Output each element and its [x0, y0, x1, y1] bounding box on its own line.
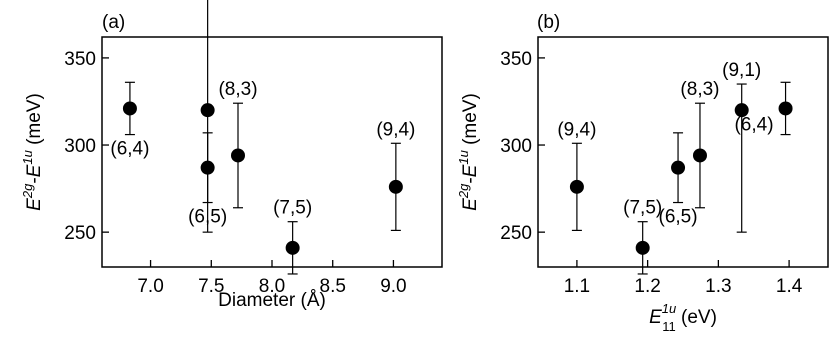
panel-b-point-label: (8,3)	[680, 79, 719, 100]
panel-b-xlabel-sub: 11	[662, 319, 676, 334]
panel-b-ylabel-sup1: 2g	[456, 183, 471, 199]
panel-a-x-axis-label: Diameter (Å)	[218, 290, 326, 311]
panel-a-point-label: (8,3)	[218, 79, 257, 100]
panel-a-x-tick-label: 7.0	[137, 276, 163, 297]
panel-b-data-point	[692, 148, 707, 163]
panel-b-x-tick-label: 1.4	[776, 276, 803, 297]
panel-b-point-label: (9,1)	[722, 60, 761, 81]
panel-a-ylabel-unit: (meV)	[24, 93, 45, 150]
panel-a-ylabel-e1: E	[24, 198, 45, 211]
panel-a-data-point	[122, 101, 137, 116]
panel-a-y-tick-label: 350	[64, 49, 96, 70]
panel-b-point-label: (9,4)	[557, 119, 596, 140]
panel-b-data-point	[778, 101, 793, 116]
panel-b-y-tick-label: 300	[500, 136, 532, 157]
panel-a-label: (a)	[102, 12, 125, 33]
panel-a-ticks: 7.0 7.5 8.0 8.5 9.0 250 300 350	[64, 49, 406, 297]
panel-a-ylabel-e2: E	[24, 164, 45, 177]
panel-a-point-label: (6,5)	[188, 207, 227, 228]
panel-b-label: (b)	[537, 12, 560, 33]
panel-b-ylabel-unit: (meV)	[460, 93, 481, 150]
panel-b-point-label: (6,4)	[734, 114, 773, 135]
panel-a-x-tick-label: 8.5	[320, 276, 346, 297]
panel-a-data-point	[231, 148, 245, 163]
panel-b-point-label: (6,5)	[659, 207, 698, 228]
panel-a-x-tick-label: 8.0	[259, 276, 285, 297]
panel-b: (b) 1.1 1.2 1.3 1.4 250 300 350 (9,4) (7,5)(6,5…	[456, 12, 829, 334]
panel-a-y-axis-label: E2g-E1u (meV)	[20, 93, 45, 211]
panel-b-ylabel-e1: E	[460, 198, 481, 211]
panel-b-data-point	[734, 103, 749, 118]
panel-a-data-point	[200, 160, 215, 175]
panel-a-ylabel-sup1: 2g	[20, 183, 35, 199]
panel-b-x-tick-label: 1.1	[564, 276, 590, 297]
panel-b-data-point	[671, 160, 686, 175]
panel-b-y-tick-label: 250	[500, 223, 532, 244]
panel-b-y-axis-label: E2g-E1u (meV)	[456, 93, 481, 211]
panel-a-data-point	[388, 179, 403, 194]
panel-a-point-label: (9,4)	[376, 119, 415, 140]
panel-a-ylabel-sup2: 1u	[20, 150, 35, 164]
panel-b-xlabel-e: E	[649, 307, 662, 328]
panel-b-ylabel-sep: -	[460, 177, 481, 183]
panel-b-data-point	[569, 179, 584, 194]
panel-a-y-tick-label: 250	[64, 223, 96, 244]
panel-a-data-point	[200, 103, 215, 118]
panel-b-data-point	[635, 240, 650, 255]
panel-a-points: (6,4)(9,1)(6,5)(8,3)(7,5)(9,4)	[110, 0, 415, 275]
panel-a-plot-frame	[101, 36, 443, 268]
panel-b-point-label: (7,5)	[623, 198, 662, 219]
panel-a-point-label: (7,5)	[273, 198, 312, 219]
panel-b-xlabel-unit: (eV)	[676, 307, 717, 328]
panel-a-x-tick-label: 7.5	[198, 276, 224, 297]
panel-a-x-tick-label: 9.0	[380, 276, 406, 297]
panel-b-x-tick-label: 1.2	[634, 276, 660, 297]
panel-b-plot-frame	[537, 36, 829, 268]
panel-b-points: (9,4) (7,5)(6,5) (8,3)(9,1) (6,4)	[557, 60, 793, 275]
panel-a-data-point	[285, 240, 300, 255]
panel-b-ylabel-e2: E	[460, 164, 481, 177]
panel-a-ylabel-sep: -	[24, 177, 45, 183]
panel-b-ylabel-sup2: 1u	[456, 150, 471, 164]
panel-b-y-tick-label: 350	[500, 49, 532, 70]
panel-b-x-tick-label: 1.3	[705, 276, 731, 297]
panel-b-x-axis-label: E1u 11 (eV)	[649, 301, 717, 334]
panel-b-ticks: 1.1 1.2 1.3 1.4 250 300 350	[500, 49, 802, 297]
panel-b-xlabel-sup: 1u	[662, 301, 676, 316]
panel-a-y-tick-label: 300	[64, 136, 96, 157]
panel-a-point-label: (6,4)	[110, 139, 149, 160]
